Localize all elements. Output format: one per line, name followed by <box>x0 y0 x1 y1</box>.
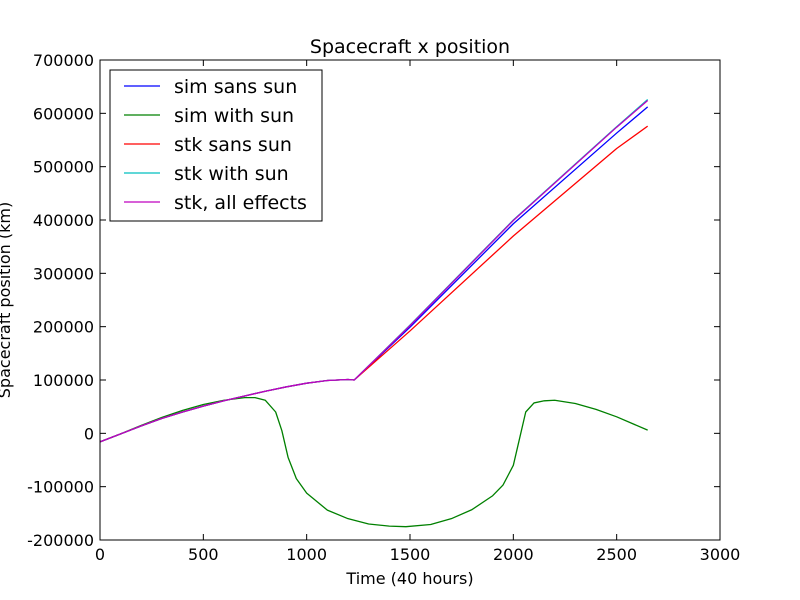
y-tick-label: -200000 <box>27 531 94 550</box>
legend-box <box>109 69 323 222</box>
x-tick-label: 1500 <box>390 545 431 564</box>
legend-label: sim with sun <box>174 105 294 127</box>
legend: sim sans sun sim with sun stk sans sun stk … <box>109 69 323 222</box>
y-tick-label: 600000 <box>33 104 94 123</box>
x-tick-label: 500 <box>188 545 219 564</box>
legend-label: stk sans sun <box>174 134 292 156</box>
y-axis-label: Spacecraft position (km) <box>0 202 14 398</box>
y-tick-label: 700000 <box>33 51 94 70</box>
series-line-2 <box>100 396 648 528</box>
y-tick-label: 0 <box>84 424 94 443</box>
y-tick-label: -100000 <box>27 478 94 497</box>
y-tick-label: 200000 <box>33 318 94 337</box>
x-tick-label: 3000 <box>700 545 741 564</box>
legend-label: stk with sun <box>174 163 289 185</box>
x-tick-label: 1000 <box>286 545 327 564</box>
y-tick-label: 500000 <box>33 158 94 177</box>
series-line-5 <box>100 100 649 443</box>
chart-title: Spacecraft x position <box>310 36 510 58</box>
y-tick-label: 100000 <box>33 371 94 390</box>
x-tick-label: 2500 <box>596 545 637 564</box>
x-tick-label: 2000 <box>493 545 534 564</box>
series-layer <box>100 98 649 528</box>
legend-label: sim sans sun <box>174 76 297 98</box>
x-tick-label: 0 <box>95 545 105 564</box>
y-tick-label: 300000 <box>33 264 94 283</box>
legend-label: stk, all effects <box>174 192 307 214</box>
x-axis-label: Time (40 hours) <box>345 569 473 588</box>
ticks-layer: 0 500 1000 1500 2000 2500 3000 -200000 -100000 0 1… <box>27 51 740 564</box>
y-tick-label: 400000 <box>33 211 94 230</box>
